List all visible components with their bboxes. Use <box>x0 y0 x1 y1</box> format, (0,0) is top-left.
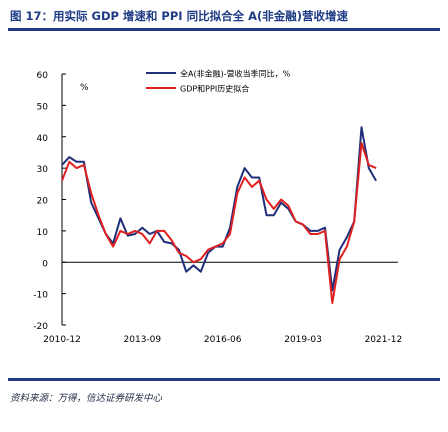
figure-title: 图 17：用实际 GDP 增速和 PPI 同比拟合全 A(非金融)营收增速 <box>10 9 348 23</box>
x-tick-label: 2019-03 <box>284 335 322 345</box>
y-tick-label: -10 <box>33 291 48 301</box>
y-tick-label: -20 <box>33 322 48 332</box>
series-line-2 <box>61 142 377 304</box>
x-tick-label: 2021-12 <box>365 335 403 345</box>
legend-label-1: 全A(非金融)-营收当季同比，% <box>180 69 291 79</box>
y-tick-label: 60 <box>37 71 49 81</box>
y-axis-unit: % <box>80 83 89 93</box>
y-tick-label: 30 <box>37 165 49 175</box>
legend-label-2: GDP和PPI历史拟合 <box>180 84 249 94</box>
y-tick-label: 20 <box>37 197 49 207</box>
figure-title-bar: 图 17：用实际 GDP 增速和 PPI 同比拟合全 A(非金融)营收增速 <box>8 7 440 31</box>
source-bar: 资料来源：万得，信达证券研发中心 <box>8 378 440 418</box>
y-tick-label: 50 <box>37 102 49 112</box>
x-tick-label: 2013-09 <box>124 335 162 345</box>
series-line-1 <box>61 126 377 292</box>
x-tick-label: 2016-06 <box>204 335 242 345</box>
y-tick-label: 10 <box>37 228 49 238</box>
source-note: 资料来源：万得，信达证券研发中心 <box>10 393 163 404</box>
y-tick-label: 40 <box>37 134 49 144</box>
x-tick-label: 2010-12 <box>43 335 81 345</box>
y-tick-label: 0 <box>42 259 48 269</box>
